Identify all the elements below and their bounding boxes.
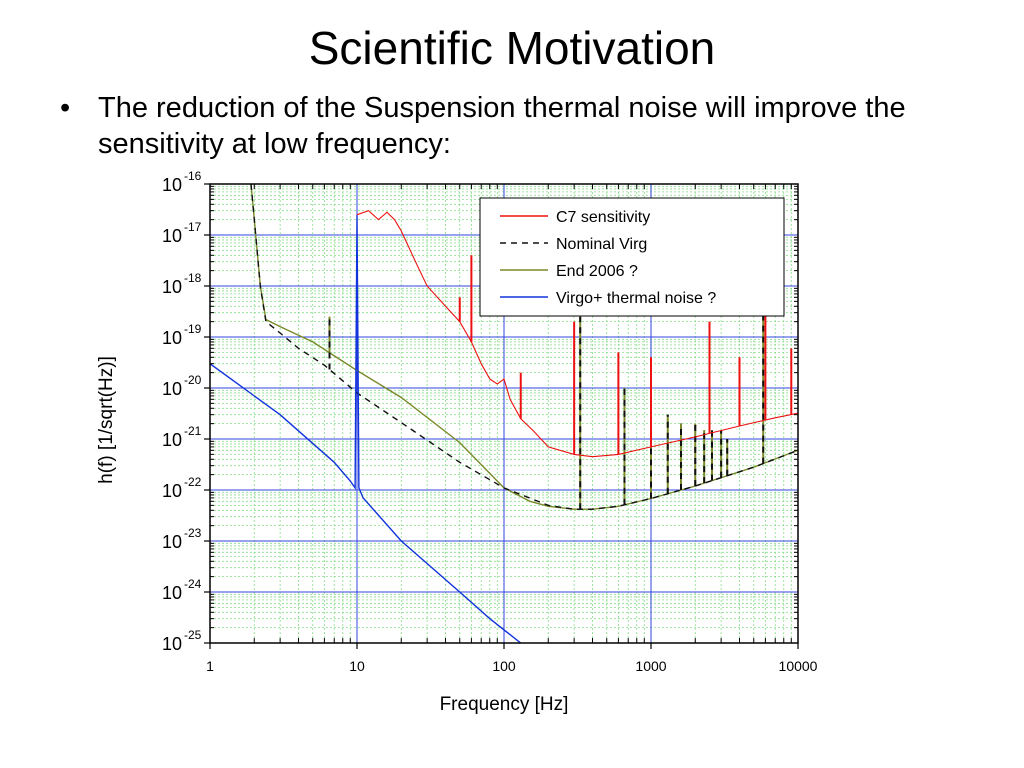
series-line (210, 214, 522, 643)
legend-label: Nominal Virg (556, 236, 647, 253)
x-tick-label: 100 (492, 658, 516, 674)
x-tick-label: 10000 (779, 658, 818, 674)
legend-label: Virgo+ thermal noise ? (556, 290, 716, 307)
y-tick-label: 10 (162, 481, 182, 501)
series-line (250, 184, 798, 510)
y-tick-label: 10 (162, 379, 182, 399)
y-tick-exponent: -23 (184, 526, 202, 540)
series-layer (210, 184, 798, 643)
y-tick-label: 10 (162, 175, 182, 195)
series-line (356, 210, 798, 458)
x-tick-label: 1000 (635, 658, 666, 674)
y-tick-exponent: -25 (184, 628, 202, 642)
x-axis-label: Frequency [Hz] (440, 694, 569, 715)
y-axis-label: h(f) [1/sqrt(Hz)] (96, 356, 117, 484)
y-tick-label: 10 (162, 277, 182, 297)
legend-label: End 2006 ? (556, 263, 638, 280)
y-tick-exponent: -16 (184, 169, 202, 183)
y-tick-exponent: -20 (184, 373, 202, 387)
y-tick-exponent: -17 (184, 220, 202, 234)
y-tick-exponent: -21 (184, 424, 202, 438)
y-tick-label: 10 (162, 328, 182, 348)
y-tick-exponent: -19 (184, 322, 202, 336)
bullet-glyph: • (60, 92, 71, 124)
slide-title: Scientific Motivation (308, 22, 716, 74)
y-tick-label: 10 (162, 583, 182, 603)
y-tick-exponent: -24 (184, 577, 202, 591)
y-tick-label: 10 (162, 532, 182, 552)
y-tick-exponent: -18 (184, 271, 202, 285)
y-tick-exponent: -22 (184, 475, 202, 489)
legend: C7 sensitivity Nominal Virg End 2006 ? Virg… (479, 197, 785, 317)
y-tick-label: 10 (162, 634, 182, 654)
x-tick-label: 10 (349, 658, 365, 674)
y-tick-label: 10 (162, 226, 182, 246)
legend-label: C7 sensitivity (556, 209, 650, 226)
bullet-text: The reduction of the Suspension thermal … (98, 92, 906, 160)
x-tick-labels: 1 10 100 1000 10000 (206, 658, 818, 674)
x-tick-label: 1 (206, 658, 214, 674)
y-tick-labels: 10-1610-1710-1810-1910-2010-2110-2210-23… (162, 169, 202, 654)
axis-ticks (204, 183, 799, 649)
y-tick-label: 10 (162, 430, 182, 450)
